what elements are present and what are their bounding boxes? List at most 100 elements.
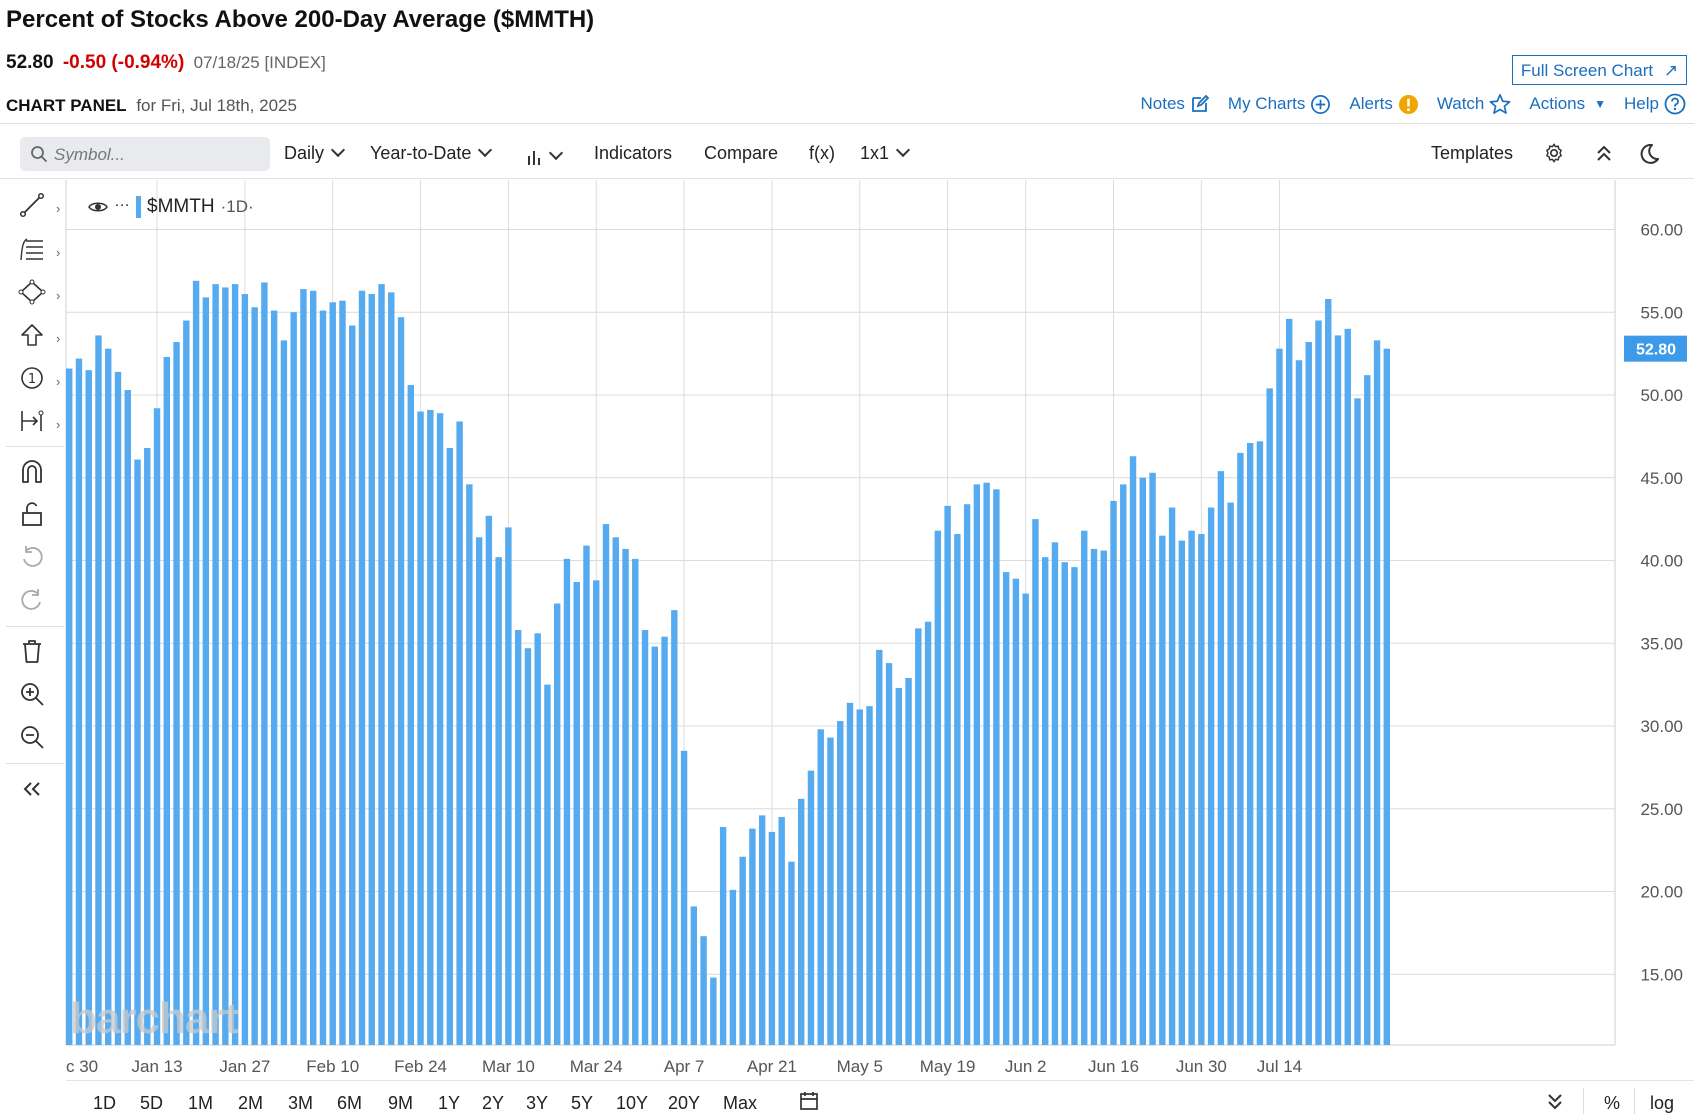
- range-button-2m[interactable]: 2M: [238, 1093, 264, 1113]
- x-tick-label: Jul 14: [1257, 1057, 1302, 1076]
- range-button-6m[interactable]: 6M: [337, 1093, 363, 1113]
- actions-link[interactable]: Actions ▼: [1529, 93, 1606, 115]
- range-button-2y[interactable]: 2Y: [482, 1093, 505, 1113]
- zoom-out-button[interactable]: [18, 723, 52, 757]
- undo-button[interactable]: [18, 543, 52, 577]
- fx-button[interactable]: f(x): [809, 143, 835, 163]
- bar: [251, 307, 258, 1045]
- full-screen-chart-button[interactable]: Full Screen Chart ↗: [1512, 55, 1687, 85]
- zoom-in-button[interactable]: [18, 680, 52, 714]
- zoom-out-icon: [21, 726, 44, 749]
- trend-line-icon: [19, 192, 45, 218]
- bar: [1334, 335, 1342, 1045]
- bar: [1325, 299, 1332, 1045]
- x-tick-label: May 19: [920, 1057, 976, 1076]
- bar: [368, 294, 375, 1045]
- divider: [1634, 1088, 1635, 1114]
- range-button-1d[interactable]: 1D: [93, 1093, 117, 1113]
- arrow-tool[interactable]: ›: [18, 321, 60, 355]
- notes-link[interactable]: Notes: [1140, 93, 1210, 115]
- more-icon[interactable]: …: [114, 193, 130, 210]
- divider: [6, 446, 64, 447]
- log-scale-button[interactable]: log: [1650, 1093, 1675, 1113]
- drawing-toolbar: › › › › 1 › ›: [0, 180, 66, 1116]
- symbol-search-input[interactable]: Symbol...: [20, 137, 270, 171]
- y-axis: 60.00 55.00 50.00 45.00 40.00 35.00 30.00 25.00…: [1640, 221, 1683, 985]
- templates-button[interactable]: Templates: [1431, 143, 1514, 163]
- bar: [817, 729, 824, 1045]
- fibonacci-tool[interactable]: ›: [18, 235, 60, 269]
- watch-link[interactable]: Watch: [1437, 93, 1512, 115]
- alerts-link[interactable]: Alerts: [1349, 93, 1418, 115]
- x-axis: c 30 Jan 13 Jan 27 Feb 10 Feb 24 Mar 10 Mar 24…: [66, 1057, 1302, 1076]
- bar: [798, 798, 805, 1045]
- chart-legend: … $MMTH ·1D·: [88, 193, 254, 218]
- settings-button[interactable]: [1543, 142, 1565, 169]
- dark-mode-toggle[interactable]: [1637, 142, 1661, 171]
- bar: [1305, 342, 1312, 1045]
- trend-line-tool[interactable]: ›: [18, 191, 60, 225]
- lock-tool[interactable]: [18, 500, 52, 534]
- indicators-button[interactable]: Indicators: [594, 143, 673, 163]
- bar: [934, 530, 942, 1045]
- eye-icon[interactable]: [88, 200, 108, 214]
- delete-drawings-button[interactable]: [18, 637, 52, 671]
- range-button-9m[interactable]: 9M: [388, 1093, 414, 1113]
- period-dropdown[interactable]: Year-to-Date: [370, 142, 493, 164]
- bar: [66, 368, 73, 1045]
- search-placeholder: Symbol...: [54, 145, 125, 164]
- redo-button[interactable]: [18, 586, 52, 620]
- bar: [1071, 567, 1078, 1045]
- range-button-max[interactable]: Max: [723, 1093, 758, 1113]
- range-button-20y[interactable]: 20Y: [668, 1093, 701, 1113]
- help-link[interactable]: Help: [1624, 93, 1686, 115]
- chevron-down-icon: [330, 142, 346, 158]
- measure-tool[interactable]: ›: [18, 407, 60, 441]
- expand-panel-button[interactable]: [1546, 1091, 1564, 1116]
- marker-tool[interactable]: 1 ›: [18, 364, 60, 398]
- bar: [378, 284, 385, 1045]
- bar: [466, 484, 473, 1045]
- x-tick-label: Mar 24: [570, 1057, 623, 1076]
- interval-dropdown[interactable]: Daily: [284, 142, 346, 164]
- range-button-5d[interactable]: 5D: [140, 1093, 164, 1113]
- bar: [505, 527, 512, 1045]
- shape-tool[interactable]: ›: [18, 278, 60, 312]
- percent-scale-button[interactable]: %: [1604, 1093, 1621, 1113]
- trash-icon: [23, 640, 41, 663]
- last-price: 52.80: [6, 52, 54, 73]
- bar: [807, 770, 815, 1045]
- bar: [270, 310, 278, 1046]
- range-button-1m[interactable]: 1M: [188, 1093, 214, 1113]
- bar: [1295, 360, 1303, 1045]
- collapse-toolbar-button[interactable]: [18, 775, 52, 809]
- y-tick-label: 30.00: [1640, 717, 1683, 736]
- chevron-right-icon: ›: [56, 201, 61, 216]
- bar: [163, 356, 170, 1045]
- range-button-3m[interactable]: 3M: [288, 1093, 314, 1113]
- range-button-5y[interactable]: 5Y: [571, 1093, 594, 1113]
- bar: [719, 826, 727, 1045]
- bar: [524, 648, 532, 1045]
- bar: [690, 906, 698, 1045]
- bar: [495, 557, 502, 1045]
- double-chevron-left-icon: [23, 782, 40, 796]
- bar: [485, 515, 493, 1045]
- redo-icon: [21, 589, 41, 610]
- chart-panel-label: CHART PANEL for Fri, Jul 18th, 2025: [6, 96, 297, 116]
- date-range-button[interactable]: [798, 1090, 820, 1117]
- bar: [554, 603, 561, 1045]
- compare-button[interactable]: Compare: [704, 143, 779, 163]
- my-charts-label: My Charts: [1227, 94, 1306, 113]
- magnet-tool[interactable]: [18, 457, 52, 491]
- range-button-10y[interactable]: 10Y: [616, 1093, 649, 1113]
- bar: [1051, 542, 1059, 1045]
- diamond-shape-icon: [18, 279, 46, 305]
- range-button-1y[interactable]: 1Y: [438, 1093, 461, 1113]
- range-button-3y[interactable]: 3Y: [526, 1093, 549, 1113]
- chart-type-dropdown[interactable]: [526, 145, 564, 167]
- layout-dropdown[interactable]: 1x1: [860, 142, 911, 164]
- collapse-header-button[interactable]: [1595, 144, 1613, 169]
- my-charts-link[interactable]: My Charts: [1228, 93, 1331, 115]
- bar: [1032, 519, 1039, 1045]
